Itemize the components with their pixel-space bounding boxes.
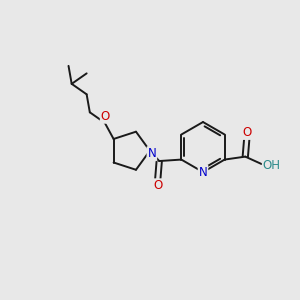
Text: OH: OH xyxy=(263,159,281,172)
Text: N: N xyxy=(148,147,156,160)
Text: O: O xyxy=(101,110,110,123)
Text: O: O xyxy=(242,126,251,139)
Text: N: N xyxy=(199,166,207,178)
Text: O: O xyxy=(153,179,162,192)
